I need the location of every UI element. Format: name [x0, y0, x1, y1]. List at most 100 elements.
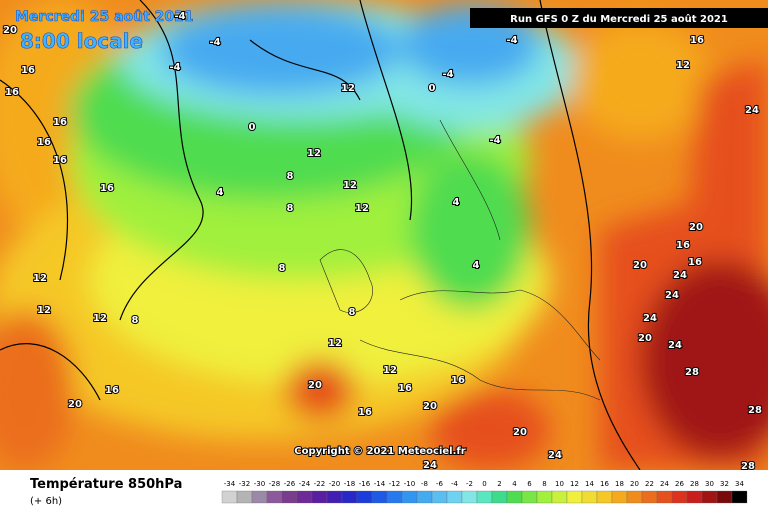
isotherm-label: 16: [676, 240, 690, 251]
scale-label: 14: [585, 480, 594, 488]
isotherm-label: 4: [217, 187, 224, 198]
isotherm-label: 20: [689, 222, 703, 233]
isotherm-label: 16: [53, 117, 67, 128]
isotherm-label: 16: [37, 137, 51, 148]
color-swatch: [236, 490, 253, 504]
isotherm-label: 0: [249, 122, 256, 133]
color-swatch: [266, 490, 283, 504]
isotherm-label: -4: [169, 62, 180, 73]
isotherm-label: 4: [473, 260, 480, 271]
isotherm-label: 12: [383, 365, 397, 376]
color-swatch: [671, 490, 688, 504]
isotherm-label: -4: [489, 135, 500, 146]
isotherm-label: 16: [690, 35, 704, 46]
isotherm-label: 16: [53, 155, 67, 166]
color-swatch: [716, 490, 733, 504]
scale-label: -16: [359, 480, 371, 488]
legend-title: Température 850hPa: [30, 477, 182, 492]
isotherm-label: 12: [307, 148, 321, 159]
color-swatch: [656, 490, 673, 504]
scale-label: 12: [570, 480, 579, 488]
color-swatch: [386, 490, 403, 504]
scale-label: -34: [224, 480, 236, 488]
isotherm-label: 24: [673, 270, 687, 281]
color-swatch: [731, 490, 748, 504]
isotherm-label: 24: [643, 313, 657, 324]
scale-label: -20: [329, 480, 340, 488]
isotherm-label: 12: [341, 83, 355, 94]
scale-label: 26: [675, 480, 684, 488]
isotherm-label: 12: [93, 313, 107, 324]
color-swatch: [296, 490, 313, 504]
scale-label: 24: [660, 480, 669, 488]
scale-label: 22: [645, 480, 654, 488]
scale-label: -32: [239, 480, 250, 488]
scale-label: -4: [451, 480, 459, 488]
color-swatch: [221, 490, 238, 504]
scale-label: 34: [735, 480, 744, 488]
isotherm-label: 16: [451, 375, 465, 386]
isotherm-label: -4: [209, 37, 220, 48]
color-swatch: [431, 490, 448, 504]
color-swatch: [476, 490, 493, 504]
scale-label: -30: [254, 480, 265, 488]
isotherm-label: 12: [343, 180, 357, 191]
scale-label: 30: [705, 480, 714, 488]
scale-label: 4: [512, 480, 517, 488]
isotherm-label: 4: [453, 197, 460, 208]
scale-label: -26: [284, 480, 296, 488]
color-swatch: [416, 490, 433, 504]
color-swatch: [251, 490, 268, 504]
isotherm-label: 16: [5, 87, 19, 98]
isotherm-label: 20: [3, 25, 17, 36]
isotherm-label: -4: [442, 69, 453, 80]
time: 8:00 locale: [20, 29, 143, 53]
color-swatch: [611, 490, 628, 504]
color-swatch: [536, 490, 553, 504]
isotherm-label: 8: [349, 307, 356, 318]
isotherm-label: 16: [105, 385, 119, 396]
isobars: [0, 0, 641, 471]
color-swatch: [686, 490, 703, 504]
isotherm-label: 12: [328, 338, 342, 349]
isotherm-label: 12: [355, 203, 369, 214]
isotherm-label: 20: [513, 427, 527, 438]
isotherm-label: 24: [745, 105, 759, 116]
isotherm-label: 28: [741, 461, 755, 472]
color-swatch: [401, 490, 418, 504]
run-banner: [470, 8, 768, 28]
scale-label: 2: [497, 480, 501, 488]
isotherm-label: 20: [633, 260, 647, 271]
color-swatch: [641, 490, 658, 504]
color-swatch: [551, 490, 568, 504]
scale-label: -22: [314, 480, 325, 488]
isotherm-label: 28: [685, 367, 699, 378]
copyright: Copyright © 2021 Meteociel.fr: [294, 446, 465, 457]
color-swatch: [371, 490, 388, 504]
color-swatch: [491, 490, 508, 504]
isotherm-label: 20: [308, 380, 322, 391]
color-swatch: [566, 490, 583, 504]
color-swatch: [356, 490, 373, 504]
isotherm-label: -4: [506, 35, 517, 46]
scale-label: -24: [299, 480, 311, 488]
isotherm-label: 16: [358, 407, 372, 418]
isotherm-label: 16: [688, 257, 702, 268]
isotherm-label: 12: [676, 60, 690, 71]
color-swatch: [506, 490, 523, 504]
isotherm-label: 8: [279, 263, 286, 274]
scale-label: 0: [482, 480, 486, 488]
isotherm-label: 8: [132, 315, 139, 326]
isotherm-label: 12: [33, 273, 47, 284]
isotherm-label: 24: [665, 290, 679, 301]
isotherm-label: 16: [100, 183, 114, 194]
temperature-field: [0, 0, 768, 470]
scale-label: 18: [615, 480, 624, 488]
isotherm-label: 8: [287, 203, 294, 214]
color-swatch: [341, 490, 358, 504]
scale-label: -8: [421, 480, 428, 488]
isotherm-label: 24: [668, 340, 682, 351]
legend-subtitle: (+ 6h): [30, 496, 62, 507]
color-swatch: [596, 490, 613, 504]
